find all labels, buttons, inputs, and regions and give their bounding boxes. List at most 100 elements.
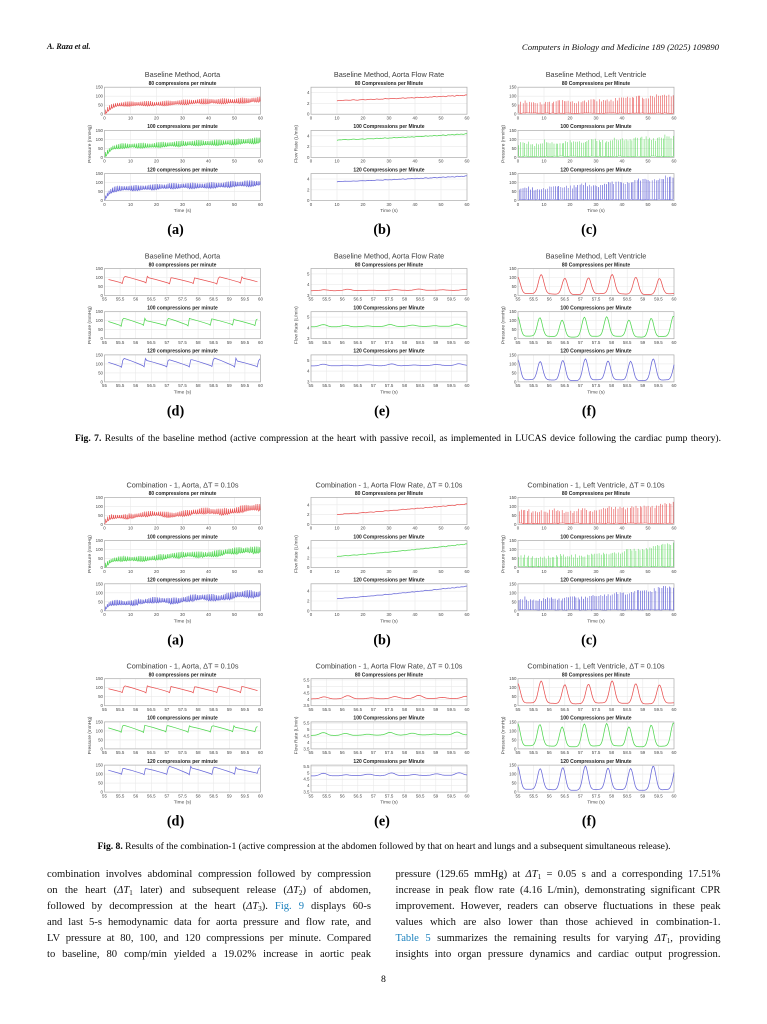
svg-text:30: 30	[387, 569, 392, 574]
svg-text:59.5: 59.5	[654, 793, 663, 798]
svg-text:0: 0	[103, 569, 106, 574]
svg-text:20: 20	[361, 202, 366, 207]
svg-text:50: 50	[512, 189, 517, 194]
svg-text:30: 30	[387, 612, 392, 617]
svg-text:2: 2	[307, 599, 310, 604]
svg-text:55.5: 55.5	[116, 383, 125, 388]
svg-text:57.5: 57.5	[592, 793, 601, 798]
svg-text:55: 55	[102, 383, 107, 388]
svg-text:55: 55	[102, 340, 107, 345]
svg-text:50: 50	[512, 737, 517, 742]
svg-text:50: 50	[512, 556, 517, 561]
svg-text:(a): (a)	[167, 632, 184, 648]
svg-text:50: 50	[646, 569, 651, 574]
svg-text:57: 57	[164, 383, 169, 388]
svg-text:0: 0	[514, 703, 517, 708]
svg-text:0: 0	[517, 569, 520, 574]
svg-text:50: 50	[98, 284, 103, 289]
svg-text:Baseline Method, Left Ventricl: Baseline Method, Left Ventricle	[546, 70, 647, 79]
svg-text:0: 0	[101, 790, 104, 795]
svg-text:10: 10	[542, 202, 547, 207]
svg-text:100: 100	[96, 361, 104, 366]
svg-text:100: 100	[509, 728, 517, 733]
svg-text:59.5: 59.5	[241, 793, 250, 798]
svg-text:10: 10	[128, 115, 133, 120]
svg-text:59: 59	[640, 383, 645, 388]
svg-text:150: 150	[509, 719, 517, 724]
svg-text:58.5: 58.5	[623, 383, 632, 388]
svg-text:Flow Rate (L/min): Flow Rate (L/min)	[294, 716, 300, 754]
svg-text:100: 100	[509, 547, 517, 552]
svg-text:100 Compressions per Minute: 100 Compressions per Minute	[353, 534, 424, 540]
svg-text:58: 58	[609, 793, 614, 798]
svg-text:20: 20	[361, 526, 366, 531]
svg-text:40: 40	[206, 202, 211, 207]
svg-text:100: 100	[509, 504, 517, 509]
svg-text:59.5: 59.5	[654, 383, 663, 388]
svg-text:59: 59	[227, 750, 232, 755]
svg-text:55: 55	[516, 297, 521, 302]
svg-text:100 Compressions per Minute: 100 Compressions per Minute	[560, 124, 631, 130]
svg-text:58: 58	[196, 297, 201, 302]
svg-text:55: 55	[516, 383, 521, 388]
svg-text:56: 56	[133, 750, 138, 755]
svg-text:60: 60	[465, 707, 470, 712]
svg-text:0: 0	[307, 565, 310, 570]
svg-text:0: 0	[514, 608, 517, 613]
svg-text:150: 150	[509, 309, 517, 314]
svg-text:0: 0	[101, 746, 104, 751]
svg-text:56.5: 56.5	[561, 297, 570, 302]
svg-text:58.5: 58.5	[623, 793, 632, 798]
svg-text:(d): (d)	[167, 404, 185, 420]
svg-text:20: 20	[154, 526, 159, 531]
svg-text:58: 58	[402, 793, 407, 798]
svg-text:60: 60	[465, 750, 470, 755]
svg-text:20: 20	[154, 115, 159, 120]
svg-text:58.5: 58.5	[416, 750, 425, 755]
svg-text:59: 59	[433, 383, 438, 388]
svg-text:Pressure (mmHg): Pressure (mmHg)	[87, 716, 93, 754]
svg-text:60: 60	[258, 526, 263, 531]
svg-text:56: 56	[340, 340, 345, 345]
svg-text:(a): (a)	[167, 222, 184, 238]
svg-text:58: 58	[609, 297, 614, 302]
svg-text:Pressure (mmHg): Pressure (mmHg)	[501, 306, 507, 344]
svg-text:56.5: 56.5	[561, 383, 570, 388]
svg-text:57: 57	[578, 297, 583, 302]
svg-text:0: 0	[310, 115, 313, 120]
svg-text:58: 58	[196, 750, 201, 755]
svg-text:5.5: 5.5	[303, 764, 310, 769]
svg-text:Combination - 1, Aorta, ΔT = 0: Combination - 1, Aorta, ΔT = 0.10s	[126, 480, 238, 489]
svg-text:50: 50	[512, 284, 517, 289]
svg-text:150: 150	[509, 581, 517, 586]
svg-text:56: 56	[547, 793, 552, 798]
svg-text:59: 59	[227, 793, 232, 798]
svg-text:4: 4	[307, 546, 310, 551]
svg-text:4.5: 4.5	[303, 734, 310, 739]
svg-text:60: 60	[672, 793, 677, 798]
svg-text:55.5: 55.5	[116, 750, 125, 755]
svg-text:56: 56	[340, 297, 345, 302]
svg-text:2: 2	[307, 187, 310, 192]
svg-text:30: 30	[594, 115, 599, 120]
svg-text:10: 10	[128, 202, 133, 207]
svg-text:10: 10	[128, 569, 133, 574]
svg-text:50: 50	[646, 526, 651, 531]
svg-text:56.5: 56.5	[354, 383, 363, 388]
svg-text:100: 100	[96, 318, 104, 323]
svg-text:80 Compressions per Minute: 80 Compressions per Minute	[562, 673, 631, 679]
svg-text:50: 50	[98, 781, 103, 786]
svg-text:58.5: 58.5	[209, 383, 218, 388]
svg-text:56: 56	[133, 297, 138, 302]
svg-text:4.5: 4.5	[303, 777, 310, 782]
svg-text:55.5: 55.5	[529, 707, 538, 712]
svg-text:120 Compressions per Minute: 120 Compressions per Minute	[560, 759, 631, 765]
svg-text:50: 50	[512, 599, 517, 604]
svg-text:55: 55	[309, 340, 314, 345]
svg-text:(c): (c)	[581, 222, 597, 238]
svg-text:Time (s): Time (s)	[587, 389, 605, 395]
svg-text:120 Compressions per Minute: 120 Compressions per Minute	[353, 167, 424, 173]
svg-text:58.5: 58.5	[209, 793, 218, 798]
svg-text:58.5: 58.5	[209, 750, 218, 755]
svg-text:56.5: 56.5	[354, 793, 363, 798]
